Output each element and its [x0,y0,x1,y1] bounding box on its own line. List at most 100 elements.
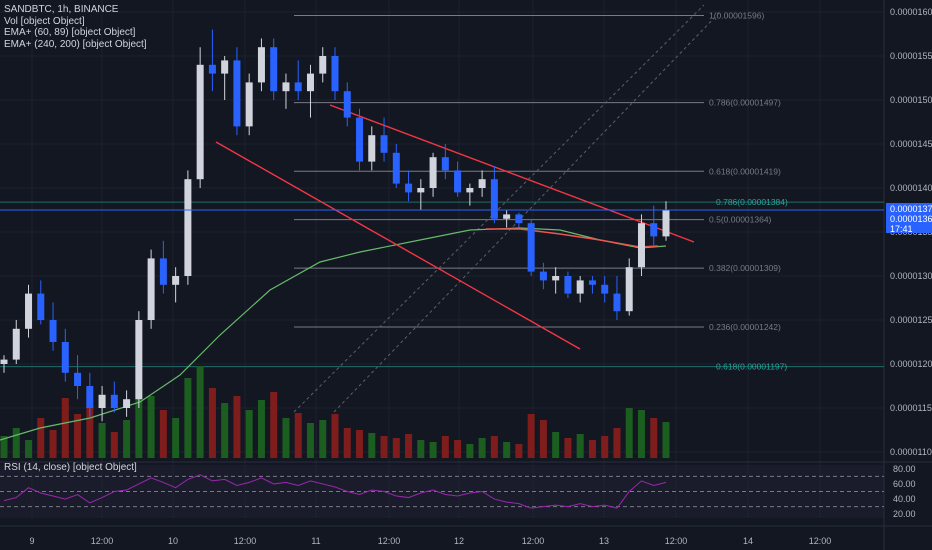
candle-body [527,223,535,272]
candle-body [98,394,106,408]
candle-body [564,276,572,294]
volume-bar [37,418,45,458]
volume-bar [110,432,118,458]
candle-body [172,276,180,285]
volume-bar [0,436,8,458]
rsi-axis-tick: 80.00 [893,464,916,474]
rsi-indicator-label[interactable]: RSI (14, close) [object Object] [4,462,137,473]
time-axis-tick: 12:00 [378,536,401,546]
candle-body [306,73,314,92]
fib-extension-label: 0.618(0.00001197) [716,362,787,372]
time-axis-tick: 12 [454,536,464,546]
last-price-tag: 0.00001375 0.00001365 17:41 [886,203,932,234]
bar-countdown: 17:41 [890,224,913,234]
candle-body [49,320,57,342]
candle-body [196,64,204,180]
ema-slow-indicator-label[interactable]: EMA+ (240, 200) [object Object] [4,38,147,50]
time-axis-tick: 12:00 [665,536,688,546]
lower-trendline [215,141,581,350]
fib-level-label: 0.236(0.00001242) [709,322,781,332]
volume-bar [245,410,253,458]
candle-body [625,267,633,312]
candle-body [25,293,33,329]
candle-body [221,60,229,74]
candle-body [515,214,523,224]
time-axis-tick: 12:00 [91,536,114,546]
candle-body [552,276,560,281]
candle-body [208,64,216,74]
volume-bar [74,414,82,458]
upper-trendline [329,104,695,243]
candle-body [294,82,302,92]
volume-indicator-label[interactable]: Vol [object Object] [4,15,85,27]
chart-legend: SANDBTC, 1h, BINANCE Vol [object Object]… [4,4,147,50]
candle-body [86,386,94,408]
volume-bar [527,414,535,458]
time-axis-tick: 11 [311,536,320,546]
volume-bar [270,392,278,458]
candle-body [123,399,131,408]
symbol-title[interactable]: SANDBTC, 1h, BINANCE [4,4,119,15]
rsi-axis-tick: 20.00 [893,509,916,519]
volume-bar [429,442,437,458]
ema-fast-indicator-label[interactable]: EMA+ (60, 89) [object Object] [4,27,136,38]
fib-extension-label: 0.786(0.00001384) [716,197,788,207]
volume-bar [552,432,560,458]
candle-body [12,328,20,360]
time-axis-tick: 12:00 [522,536,545,546]
volume-bar [221,403,229,458]
candle-body [282,82,290,92]
volume-bar [331,414,339,458]
volume-bar [466,444,474,458]
candle-body [319,56,327,74]
volume-bar [25,440,33,458]
candle-body [343,91,351,118]
candle-body [441,157,449,171]
candle-body [74,372,82,386]
candle-body [356,117,364,162]
fib-level-label: 1(0.00001596) [709,11,764,21]
candle-body [613,293,621,312]
candle-body [135,320,143,400]
volume-bar [294,413,302,458]
candle-body [0,359,8,364]
ema-slow-line [0,227,667,441]
candle-body [37,293,45,320]
time-axis-tick: 13 [599,536,609,546]
volume-bar [588,440,596,458]
volume-bar [233,396,241,458]
volume-bar [613,428,621,458]
last-price-secondary: 0.00001365 [890,214,932,224]
time-axis-tick: 14 [743,536,753,546]
fib-trend-dashed-line [293,4,705,413]
volume-bar [257,400,265,458]
candle-body [478,179,486,188]
candle-body [429,157,437,188]
volume-bar [343,428,351,458]
candle-body [233,60,241,127]
candle-body [184,179,192,276]
fib-level-label: 0.786(0.00001497) [709,98,781,108]
time-axis-tick: 10 [168,536,178,546]
volume-bar [135,388,143,458]
candle-body [601,284,609,294]
candle-body [662,210,670,237]
volume-bar [319,420,327,458]
candle-body [245,82,253,127]
volume-bar [662,422,670,458]
volume-bar [539,420,547,458]
volume-bar [147,396,155,458]
volume-bar [503,442,511,458]
fib-level-label: 0.618(0.00001419) [709,166,781,176]
candle-body [159,258,167,285]
candle-body [110,394,118,408]
